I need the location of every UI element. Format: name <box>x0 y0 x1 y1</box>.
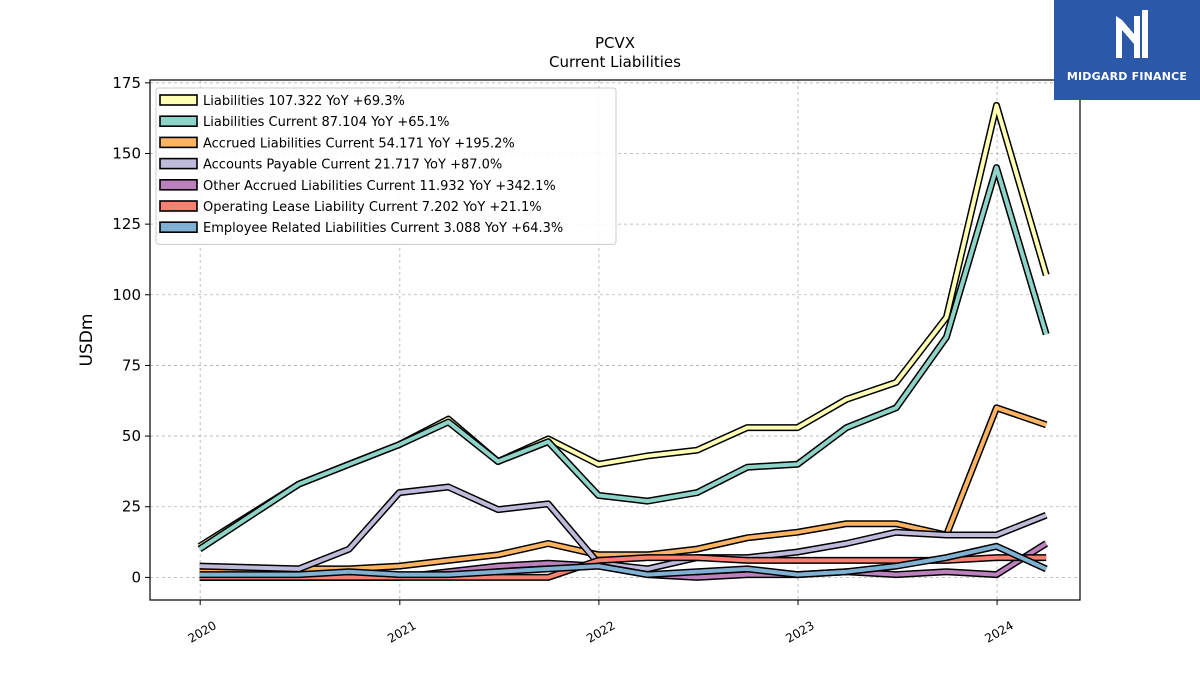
y-tick-label: 0 <box>131 568 141 586</box>
y-tick-label: 75 <box>122 356 141 374</box>
y-tick-label: 150 <box>112 144 141 162</box>
legend-label: Liabilities 107.322 YoY +69.3% <box>203 94 405 109</box>
legend-swatch <box>159 136 198 149</box>
x-axis-ticks: 2020 2021 2022 2023 2024 <box>185 600 1016 646</box>
series-line <box>199 485 1047 571</box>
legend: Liabilities 107.322 YoY +69.3% Liabilitie… <box>155 87 617 245</box>
logo-mark-icon <box>1116 10 1148 58</box>
legend-swatch <box>159 115 198 127</box>
series-layer <box>197 101 1050 581</box>
y-axis-label: USDm <box>77 314 97 367</box>
legend-swatch <box>159 221 198 233</box>
legend-label: Accounts Payable Current 21.717 YoY +87.… <box>203 158 502 173</box>
x-tick-label: 2022 <box>584 618 617 645</box>
y-tick-label: 100 <box>112 286 141 304</box>
x-tick-label: 2021 <box>385 618 418 645</box>
series-line <box>198 165 1049 551</box>
y-tick-label: 25 <box>122 498 141 516</box>
x-tick-label: 2024 <box>982 618 1015 645</box>
legend-label: Employee Related Liabilities Current 3.0… <box>203 221 563 236</box>
x-tick-label: 2020 <box>185 618 218 645</box>
legend-label: Other Accrued Liabilities Current 11.932… <box>203 179 556 194</box>
chart-title: PCVX <box>595 34 635 52</box>
legend-swatch <box>159 94 198 106</box>
legend-label: Operating Lease Liability Current 7.202 … <box>203 200 542 215</box>
x-tick-label: 2023 <box>783 618 816 645</box>
logo-text: MIDGARD FINANCE <box>1066 70 1188 83</box>
plot-frame <box>149 79 1081 601</box>
y-tick-label: 125 <box>112 215 141 233</box>
series-line <box>199 544 1048 577</box>
y-axis-ticks: 0 25 50 75 100 125 150 175 <box>112 74 150 586</box>
legend-swatch <box>159 200 198 212</box>
series-line <box>199 405 1047 574</box>
y-tick-label: 50 <box>122 427 141 445</box>
legend-frame <box>155 87 617 245</box>
series-line-outline <box>199 404 1048 576</box>
legend-label: Accrued Liabilities Current 54.171 YoY +… <box>203 136 515 151</box>
legend-swatch <box>159 179 198 191</box>
brand-logo: MIDGARD FINANCE <box>1054 0 1200 100</box>
y-tick-label: 175 <box>112 74 141 92</box>
legend-label: Liabilities Current 87.104 YoY +65.1% <box>203 115 450 130</box>
chart-subtitle: Current Liabilities <box>549 53 681 71</box>
legend-swatch <box>159 157 198 170</box>
